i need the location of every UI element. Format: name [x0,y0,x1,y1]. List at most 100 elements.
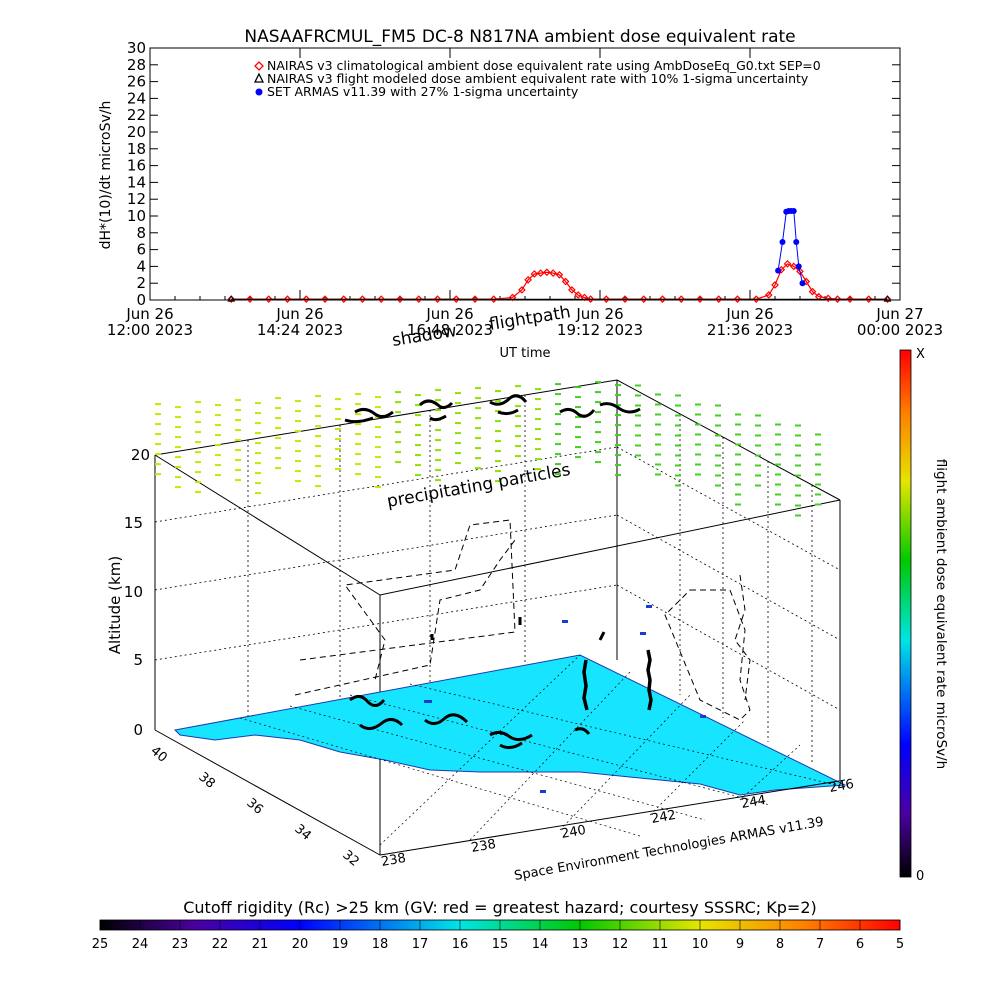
particle-mark [255,452,261,455]
particle-mark [155,413,161,416]
particle-mark [315,445,321,448]
particle-mark [515,435,521,438]
nairas-climatological-point [471,295,479,304]
particle-mark [535,438,541,441]
particle-mark [495,400,501,403]
particle-mark [495,480,501,483]
particle-mark [155,423,161,426]
particle-mark [335,408,341,411]
nairas-climatological-point [433,295,442,304]
legend-entry-armas: SET ARMAS v11.39 with 27% 1-sigma uncert… [267,84,579,99]
flight-3d-plot: 0 5 10 15 20 Altitude (km) [106,302,855,884]
particle-mark [775,453,781,456]
particle-mark [475,447,481,450]
particle-mark [235,439,241,442]
particle-mark [395,431,401,434]
nairas-climatological-point [586,295,595,304]
nairas-climatological-point [864,295,873,304]
particle-mark [495,440,501,443]
legend-marker-nairas-climatological [254,61,264,71]
particle-mark [155,443,161,446]
rigidity-tick-label: 18 [372,937,389,952]
particle-mark [655,463,661,466]
particle-mark [395,451,401,454]
particle-mark [435,409,441,412]
particle-mark [415,414,421,417]
armas-point [775,267,782,274]
particle-mark [275,467,281,470]
particle-mark [415,404,421,407]
nairas-climatological-point [796,267,804,276]
particle-mark [795,454,801,457]
particle-mark [795,514,801,517]
rigidity-tick-label: 11 [652,937,669,952]
particle-mark [615,454,621,457]
particle-mark [815,503,821,506]
x-tick-label-time: 16:48 2023 [407,321,493,339]
nairas-climatological-point [549,269,557,277]
nairas-climatological-point [246,295,254,304]
particle-mark [315,455,321,458]
x-tick-label-date: Jun 26 [725,305,773,323]
nairas-climatological-point [714,295,723,304]
particle-mark [635,404,641,407]
particle-mark [535,468,541,471]
particle-mark [715,434,721,437]
particle-mark [615,474,621,477]
particle-mark [595,451,601,454]
particle-mark [815,473,821,476]
particle-mark [395,421,401,424]
armas-point [795,263,802,270]
particle-mark [475,417,481,420]
particle-mark [635,424,641,427]
particle-mark [235,459,241,462]
particle-mark [555,453,561,456]
z-tick-20: 20 [131,446,150,464]
nairas-climatological-point [396,295,404,304]
particle-mark [295,430,301,433]
x-tick-label-time: 14:24 2023 [257,321,343,339]
particle-mark [495,410,501,413]
particle-mark [335,458,341,461]
particle-mark [675,404,681,407]
particle-mark [315,425,321,428]
nairas-climatological-point [771,281,779,289]
particle-mark [235,479,241,482]
y-tick-label: 14 [127,173,146,191]
armas-marks [424,605,706,793]
nairas-climatological-point [602,295,611,304]
legend-entry-nairas-flight: NAIRAS v3 flight modeled dose ambient eq… [267,71,809,86]
credit-label: Space Environment Technologies ARMAS v11… [513,815,825,884]
particle-mark [215,474,221,477]
particle-mark [715,414,721,417]
particle-mark [655,453,661,456]
particle-mark [215,444,221,447]
particle-mark [815,433,821,436]
nairas-climatological-point [789,262,798,271]
particle-mark [655,423,661,426]
y-tick-label: 24 [127,89,146,107]
particle-mark [735,413,741,416]
particle-mark [675,434,681,437]
rigidity-tick-label: 22 [212,937,229,952]
particle-mark [555,443,561,446]
particle-mark [215,424,221,427]
particle-mark [375,396,381,399]
particle-mark [195,441,201,444]
series-line-0 [231,263,888,300]
x-tick-label-date: Jun 26 [125,305,173,323]
particle-mark [215,404,221,407]
particle-mark [595,381,601,384]
particle-mark [375,466,381,469]
particle-mark [515,405,521,408]
legend-marker-armas [255,88,263,96]
particle-mark [655,403,661,406]
particle-mark [355,473,361,476]
particle-mark [775,443,781,446]
nairas-climatological-point [530,270,539,278]
particle-mark [735,443,741,446]
particle-mark [715,444,721,447]
nairas-climatological-point [508,293,517,302]
